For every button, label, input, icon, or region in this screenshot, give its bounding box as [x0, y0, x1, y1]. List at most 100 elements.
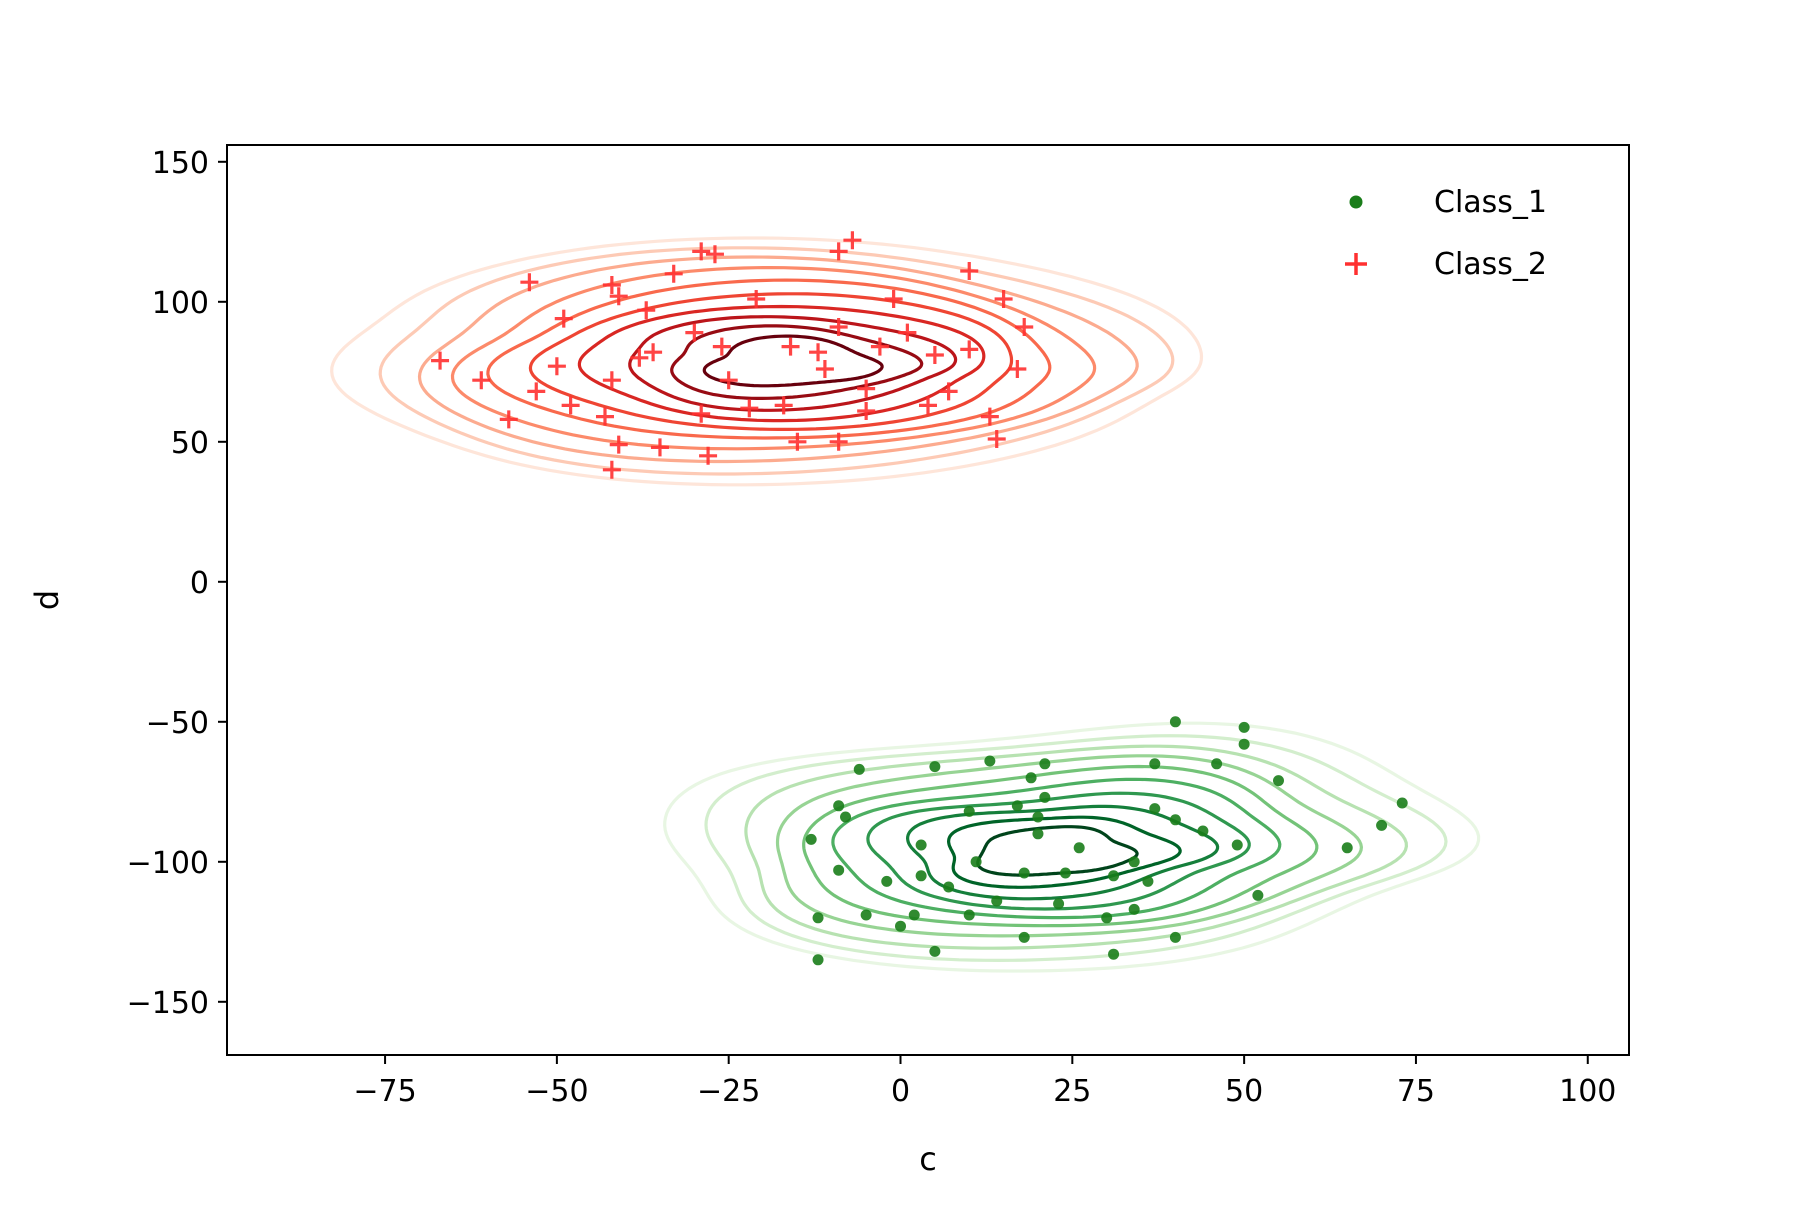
class_1-contour-8 [905, 804, 1220, 901]
class_2-point [925, 346, 944, 364]
class_2-point [499, 410, 518, 429]
y-tick-label: 50 [171, 426, 209, 461]
class_2-contour-6 [528, 292, 1014, 431]
class_2-point [829, 318, 848, 336]
class_2-point [699, 446, 718, 465]
class_2-contour-7 [577, 304, 986, 423]
class_1-point [853, 763, 865, 775]
class_1-contour-10 [976, 825, 1139, 877]
class_2-point [602, 276, 621, 294]
y-tick-label: −100 [127, 846, 209, 881]
class_1-point [1149, 758, 1161, 770]
legend-marker-class_1 [1349, 195, 1363, 209]
x-axis-label: c [919, 1140, 937, 1178]
class_2-point [664, 264, 683, 283]
class_1-point [1252, 889, 1264, 901]
class_1-point [833, 864, 845, 876]
class_2-point [857, 379, 876, 398]
class_2-contour-3 [417, 255, 1139, 464]
x-tick-label: −25 [697, 1074, 760, 1109]
class_2-point [919, 396, 937, 415]
class_1-point [1238, 738, 1250, 750]
class_1-contour-7 [866, 791, 1251, 911]
class_1-point [1059, 867, 1071, 879]
class_2-point [602, 371, 621, 390]
class_1-point [1101, 912, 1113, 924]
class_1-point [1032, 811, 1044, 823]
class_2-point [685, 323, 704, 342]
class_1-point [984, 755, 996, 767]
class_1-point [840, 811, 852, 823]
class_2-point [630, 348, 649, 367]
class_2-contour-2 [378, 246, 1175, 476]
class_2-point [547, 357, 566, 376]
class_1-point [805, 833, 817, 845]
class_1-point [1238, 721, 1250, 733]
class_1-point [1142, 875, 1154, 887]
legend-label-class_1: Class_1 [1434, 185, 1547, 220]
class_2-point [650, 438, 669, 457]
class_1-point [970, 856, 982, 868]
y-tick-label: 100 [152, 286, 209, 321]
x-tick-label: 75 [1397, 1074, 1435, 1109]
class_1-point [1108, 870, 1120, 882]
class_1-point [929, 945, 941, 957]
class_2-point [781, 337, 800, 356]
class_1-point [1341, 842, 1353, 854]
class_1-contour-6 [831, 777, 1282, 920]
class_2-point [692, 242, 711, 261]
class_1-point [915, 870, 927, 882]
class_1-contour-4 [775, 754, 1364, 938]
x-tick-label: 0 [891, 1074, 910, 1109]
class_2-point [692, 404, 711, 423]
class_2-point [829, 432, 848, 451]
class_2-point [644, 343, 663, 362]
class_2-point [554, 309, 573, 328]
class_1-point [1039, 791, 1051, 803]
class_2-contour-10 [702, 334, 884, 388]
x-tick-label: 100 [1559, 1074, 1616, 1109]
plot-frame [226, 144, 1630, 1056]
class_2-point [719, 371, 738, 390]
class_2-point [595, 407, 614, 426]
class_1-point [812, 912, 824, 924]
class_1-point [1396, 797, 1408, 809]
legend: Class_1 Class_2 [1345, 185, 1547, 282]
class_2-point [472, 371, 491, 390]
class_1-point [943, 881, 955, 893]
class_2-point [1008, 360, 1027, 378]
y-tick-label: 150 [152, 146, 209, 181]
class_1-point [915, 839, 927, 851]
class_1-point [812, 954, 824, 966]
class_1-point [908, 909, 920, 921]
x-tick-label: −50 [525, 1074, 588, 1109]
class_1-point [1149, 803, 1161, 815]
y-tick-label: −50 [146, 706, 209, 741]
class_1-point [1032, 828, 1044, 840]
class_1-point [1128, 903, 1140, 915]
class_2-point [788, 432, 807, 451]
class_2-point [994, 290, 1013, 308]
class_2-point [774, 396, 793, 415]
class_1-contour-3 [744, 744, 1409, 950]
class_1-point [833, 800, 845, 812]
class_2-point [602, 460, 621, 479]
x-tick-label: 25 [1053, 1074, 1091, 1109]
class_1-point [1169, 814, 1181, 826]
class_2-point [870, 337, 889, 356]
class_1-point [881, 875, 893, 887]
y-tick-label: −150 [127, 986, 209, 1021]
class_1-contour-5 [802, 764, 1319, 928]
class_2-point [705, 245, 724, 264]
class_2-point [637, 301, 656, 320]
axes: −75 −50 −25 0 25 50 75 100 −150 −100 −50 0 50 100 150 [127, 146, 1617, 1109]
class_2-point [857, 402, 876, 420]
class_1-point [1376, 819, 1388, 831]
class_2-contour-8 [628, 315, 958, 412]
class_2-point [843, 231, 862, 250]
class_1-point [1025, 772, 1037, 784]
class_1-point [1197, 825, 1209, 837]
class_1-point [929, 761, 941, 773]
